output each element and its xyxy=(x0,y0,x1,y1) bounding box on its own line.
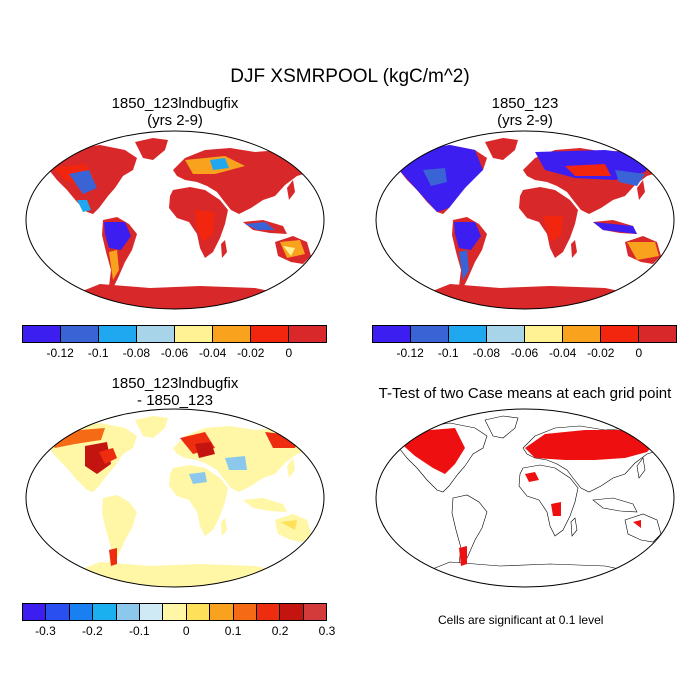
colorbar-difference-swatch xyxy=(280,604,304,620)
colorbar-difference-swatch xyxy=(210,604,234,620)
colorbar-difference-tick-label: 0.3 xyxy=(318,624,336,638)
colorbar-panel-1-tick-label: -0.12 xyxy=(46,346,74,360)
colorbar-panel-1-tick-label: -0.06 xyxy=(160,346,189,360)
colorbar-panel-2-ticks: -0.12 -0.1 -0.08 -0.06 -0.04 -0.02 0 xyxy=(372,346,677,362)
map-panel-4 xyxy=(375,408,675,588)
colorbar-difference-tick-label: -0.1 xyxy=(128,624,150,638)
colorbar-difference-swatch xyxy=(233,604,257,620)
colorbar-panel-1-tick-label: 0 xyxy=(285,346,293,360)
colorbar-difference-ticks: -0.3 -0.2 -0.1 0 0.1 0.2 0.3 xyxy=(22,624,335,640)
colorbar-panel-2-swatch xyxy=(373,326,411,342)
colorbar-difference-tick-label: -0.2 xyxy=(82,624,103,638)
colorbar-panel-1-ticks: -0.12 -0.1 -0.08 -0.06 -0.04 -0.02 0 xyxy=(22,346,327,362)
colorbar-panel-2-swatch xyxy=(449,326,487,342)
panel-2-title-line1: 1850_123 xyxy=(491,95,559,112)
colorbar-panel-1-swatch xyxy=(213,326,251,342)
colorbar-panel-2-swatch xyxy=(639,326,676,342)
colorbar-panel-1-tick-label: -0.1 xyxy=(87,346,109,360)
colorbar-panel-1-swatch xyxy=(23,326,61,342)
colorbar-difference-swatch xyxy=(116,604,140,620)
colorbar-difference-swatch xyxy=(23,604,47,620)
colorbar-panel-1-swatch xyxy=(289,326,326,342)
colorbar-panel-2-swatch xyxy=(601,326,639,342)
colorbar-panel-2-tick-label: -0.08 xyxy=(472,346,501,360)
colorbar-difference-tick-label: 0 xyxy=(182,624,190,638)
colorbar-panel-2 xyxy=(372,325,677,343)
colorbar-panel-2-swatch xyxy=(487,326,525,342)
colorbar-panel-2-tick-label: -0.02 xyxy=(587,346,615,360)
panel-4-title: T-Test of two Case means at each grid po… xyxy=(345,385,700,402)
colorbar-panel-2-swatch xyxy=(525,326,563,342)
colorbar-difference-swatch xyxy=(303,604,327,620)
colorbar-panel-1-swatch xyxy=(61,326,99,342)
colorbar-difference-swatch xyxy=(69,604,94,620)
colorbar-panel-1-tick-label: -0.02 xyxy=(237,346,265,360)
colorbar-panel-1-swatch xyxy=(137,326,175,342)
figure-title: DJF XSMRPOOL (kgC/m^2) xyxy=(230,66,470,87)
map-panel-3 xyxy=(25,408,325,588)
colorbar-difference-tick-label: -0.3 xyxy=(35,624,56,638)
panel-3-title-line2: - 1850_123 xyxy=(137,392,213,409)
map-panel-1 xyxy=(25,130,325,310)
colorbar-panel-2-tick-label: -0.12 xyxy=(396,346,424,360)
colorbar-difference-tick-label: 0.1 xyxy=(224,624,242,638)
colorbar-panel-2-tick-label: -0.04 xyxy=(548,346,577,360)
colorbar-difference-swatch xyxy=(93,604,117,620)
colorbar-panel-1-tick-label: -0.04 xyxy=(198,346,227,360)
colorbar-difference-swatch xyxy=(186,604,211,620)
panel-4-title-line1: T-Test of two Case means at each grid po… xyxy=(378,385,672,402)
colorbar-difference xyxy=(22,603,327,621)
colorbar-difference-swatch xyxy=(256,604,281,620)
colorbar-difference-tick-label: 0.2 xyxy=(271,624,289,638)
colorbar-panel-1-swatch xyxy=(99,326,137,342)
colorbar-panel-2-tick-label: -0.06 xyxy=(510,346,539,360)
map-panel-2 xyxy=(375,130,675,310)
panel-2-title-line2: (yrs 2-9) xyxy=(497,112,553,129)
colorbar-difference-swatch xyxy=(139,604,164,620)
panel-1-title: 1850_123lndbugfix (yrs 2-9) xyxy=(25,95,325,129)
colorbar-panel-1-swatch xyxy=(251,326,289,342)
panel-2-title: 1850_123 (yrs 2-9) xyxy=(375,95,675,129)
colorbar-panel-2-tick-label: 0 xyxy=(635,346,643,360)
panel-1-title-line2: (yrs 2-9) xyxy=(147,112,203,129)
colorbar-panel-1-swatch xyxy=(175,326,213,342)
colorbar-panel-2-tick-label: -0.1 xyxy=(437,346,459,360)
colorbar-panel-1 xyxy=(22,325,327,343)
colorbar-difference-swatch xyxy=(46,604,70,620)
colorbar-panel-1-tick-label: -0.08 xyxy=(122,346,151,360)
significance-note: Cells are significant at 0.1 level xyxy=(438,613,604,627)
panel-1-title-line1: 1850_123lndbugfix xyxy=(111,95,239,112)
colorbar-difference-swatch xyxy=(163,604,187,620)
colorbar-panel-2-swatch xyxy=(411,326,449,342)
colorbar-panel-2-swatch xyxy=(563,326,601,342)
panel-3-title-line1: 1850_123lndbugfix xyxy=(111,375,239,392)
panel-3-title: 1850_123lndbugfix - 1850_123 xyxy=(25,375,325,409)
